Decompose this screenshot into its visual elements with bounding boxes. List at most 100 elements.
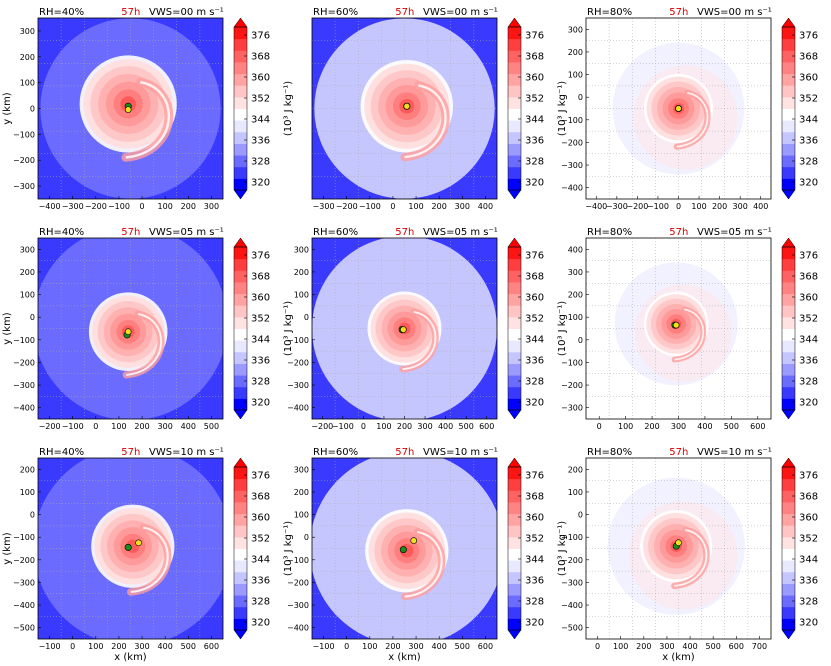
colorbar-segment <box>234 571 247 584</box>
x-tick-label: 200 <box>712 202 727 211</box>
colorbar-min-extend <box>781 409 796 420</box>
y-axis-label: y (km) <box>2 92 13 125</box>
colorbar-tick-label: 376 <box>799 31 818 42</box>
colorbar-segment <box>782 606 795 619</box>
colorbar-tick-label: 328 <box>799 377 818 388</box>
rainband-edge <box>402 310 437 371</box>
colorbar-segment <box>782 375 795 388</box>
colorbar-segment <box>782 513 795 526</box>
axes-frame <box>37 457 224 640</box>
colorbar-min-extend <box>507 629 522 640</box>
x-tick-label: 500 <box>181 642 196 651</box>
y-tick-label: 200 <box>20 465 35 474</box>
colorbar-segment <box>508 61 521 75</box>
x-tick-label: 300 <box>733 202 748 211</box>
colorbar-segment <box>782 258 795 271</box>
colorbar-segment <box>234 548 247 561</box>
colorbar-tick-label: 360 <box>799 73 818 84</box>
colorbar-tick-label: 352 <box>799 314 818 325</box>
x-tick-label: 0 <box>93 422 98 431</box>
colorbar-segment <box>234 560 247 573</box>
colorbar-segment <box>782 27 795 40</box>
colorbar-tick-label: 352 <box>251 314 270 325</box>
midlevel-center-marker <box>124 106 132 113</box>
colorbar-segment <box>782 73 795 86</box>
colorbar-tick-label: 320 <box>799 178 818 189</box>
colorbar-segment <box>234 270 247 283</box>
colorbar-segment <box>508 166 521 179</box>
colorbar-segment <box>782 143 795 156</box>
panel-7: −100 0 100 200 300 400 500 600 200 100 0 −100 −200 −3… <box>2 447 294 663</box>
x-tick-label: 100 <box>376 422 391 431</box>
midlevel-center-marker <box>672 321 680 329</box>
x-tick-label: −300 <box>313 202 335 211</box>
colorbar-segment <box>782 351 795 364</box>
colorbar-tick-label: 368 <box>525 492 544 503</box>
colorbar-segment <box>508 560 521 573</box>
y-tick-label: −100 <box>13 533 35 542</box>
x-axis-label: x (km) <box>114 652 147 663</box>
y-tick-label: −300 <box>13 578 35 587</box>
y-tick-label: −400 <box>561 601 583 610</box>
colorbar-segment <box>508 386 521 399</box>
panel-8: −100 0 100 200 300 400 500 600 300 200 100 0 −100 −20… <box>287 447 568 663</box>
colorbar-max-extend <box>233 457 248 468</box>
panel-1: −400 −300 −200 −100 0 100 200 3003002001000−100… <box>2 7 294 211</box>
colorbar-segment <box>234 478 247 491</box>
colorbar-segment <box>508 38 521 51</box>
axes-frame <box>311 457 498 640</box>
x-tick-label: −200 <box>311 422 333 431</box>
panel-rh-label: RH=80% <box>587 447 632 458</box>
colorbar-segment <box>782 96 795 109</box>
colorbar-max-extend <box>781 237 796 248</box>
colorbar-tick-label: 360 <box>525 513 544 524</box>
colorbar-tick-label: 336 <box>525 136 544 147</box>
y-tick-label: −200 <box>13 156 35 165</box>
y-tick-label: 400 <box>568 245 583 254</box>
y-tick-label: −200 <box>13 358 35 367</box>
x-axis-label: x (km) <box>662 652 695 663</box>
colorbar-segment <box>234 316 247 329</box>
y-tick-label: −200 <box>13 556 35 565</box>
colorbar-segment <box>782 120 795 133</box>
colorbar-min-extend <box>781 189 796 200</box>
x-tick-label: 0 <box>70 642 75 651</box>
y-tick-label: 100 <box>20 291 35 300</box>
colorbar-segment <box>234 258 247 271</box>
colorbar-label: (10³ J kg⁻¹) <box>557 521 568 576</box>
plot-area <box>586 458 771 639</box>
colorbar-frame <box>781 26 796 191</box>
colorbar-tick-label: 368 <box>799 52 818 63</box>
colorbar-segment <box>234 178 247 191</box>
colorbar-tick-label: 344 <box>525 555 544 566</box>
colorbar-max-extend <box>507 457 522 468</box>
panel-vws-label: VWS=10 m s⁻¹ <box>423 447 498 458</box>
colorbar-tick-label: 360 <box>799 513 818 524</box>
x-tick-label: −100 <box>647 202 669 211</box>
colorbar-label: (10³ J kg⁻¹) <box>557 81 568 136</box>
panel-time-label: 57h <box>121 7 140 18</box>
y-tick-label: 300 <box>20 245 35 254</box>
colorbar-segment <box>508 571 521 584</box>
colorbar-segment <box>508 548 521 561</box>
y-tick-label: −500 <box>561 624 583 633</box>
x-tick-label: 500 <box>459 422 474 431</box>
colorbar-segment <box>782 166 795 179</box>
panel-vws-label: VWS=05 m s⁻¹ <box>697 227 772 238</box>
y-tick-label: 0 <box>30 105 35 114</box>
y-tick-label: 0 <box>578 511 583 520</box>
colorbar-segment <box>782 155 795 168</box>
colorbar-tick-label: 344 <box>525 335 544 346</box>
colorbar-segment <box>234 120 247 133</box>
colorbar-segment <box>782 270 795 283</box>
colorbar-segment <box>782 305 795 318</box>
panel-4: −200 −100 0 100 200 300 400 5003002001000−100−2… <box>2 227 294 431</box>
y-tick-label: −400 <box>13 601 35 610</box>
colorbar-tick-label: 360 <box>251 73 270 84</box>
x-tick-label: 400 <box>478 202 493 211</box>
x-tick-label: 300 <box>408 642 423 651</box>
colorbar-segment <box>508 375 521 388</box>
y-tick-label: 100 <box>20 488 35 497</box>
